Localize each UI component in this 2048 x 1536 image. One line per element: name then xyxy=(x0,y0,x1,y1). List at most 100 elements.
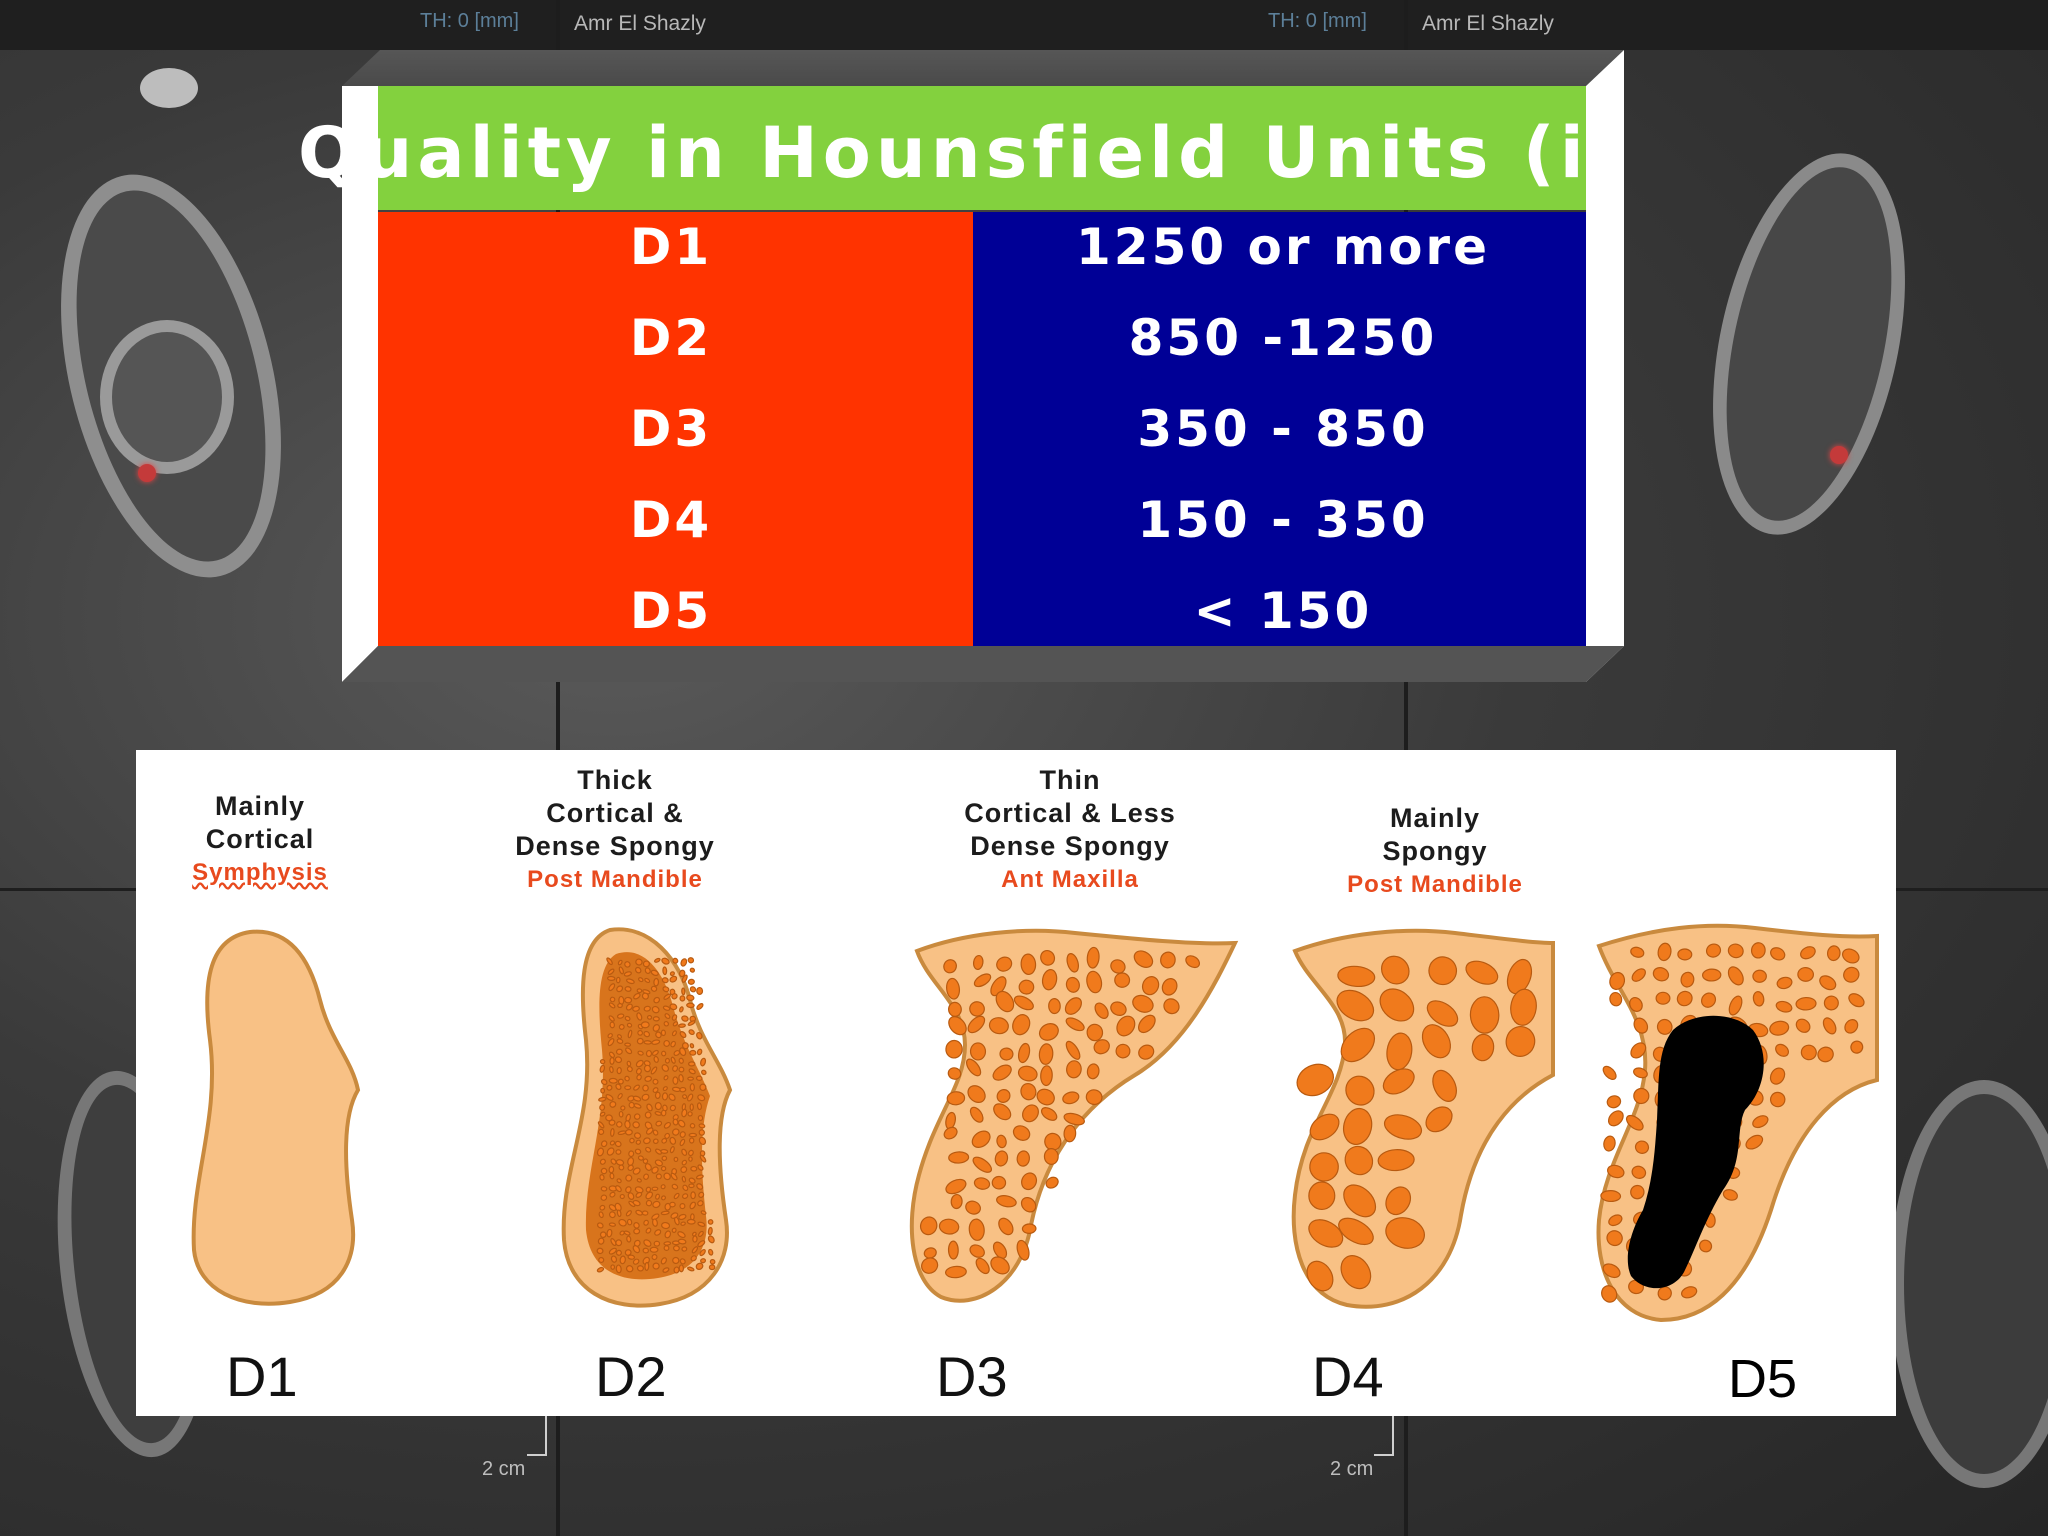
d2-pore xyxy=(652,1129,659,1136)
caption-d1: Mainly Cortical Symphysis xyxy=(150,790,370,889)
d3-pore xyxy=(1012,1014,1031,1036)
d2-pore xyxy=(617,1093,623,1100)
d2-pore xyxy=(610,1128,615,1137)
d3-pore xyxy=(1132,994,1154,1013)
d2-pore xyxy=(626,1060,632,1067)
d4-pore xyxy=(1344,1145,1374,1176)
d2-pore xyxy=(671,1014,678,1021)
d3-pore xyxy=(967,1015,986,1034)
d5-pore xyxy=(1629,997,1643,1013)
d2-pore xyxy=(678,1074,684,1083)
d5-pore xyxy=(1797,966,1815,982)
d2-pore xyxy=(689,986,697,993)
d3-pore xyxy=(1040,1107,1058,1121)
d2-pore xyxy=(679,1138,686,1147)
d3-pore xyxy=(1038,1023,1059,1041)
d3-pore xyxy=(996,1195,1017,1208)
d3-pore xyxy=(1085,1089,1103,1106)
bone-label-d1: D1 xyxy=(226,1345,298,1408)
d2-pore xyxy=(616,1178,622,1184)
d3-pore xyxy=(950,1193,963,1210)
d5-pore xyxy=(1701,968,1722,982)
d2-pore xyxy=(635,1191,643,1198)
caption-d3-line-2: Cortical & Less xyxy=(964,798,1176,828)
d2-pore xyxy=(618,1023,625,1030)
d2-pore xyxy=(636,1178,642,1183)
d3-pore xyxy=(919,1216,938,1236)
d2-pore xyxy=(686,1218,696,1225)
d2-pore xyxy=(689,1201,696,1210)
ct-marker-dot-1[interactable] xyxy=(138,464,156,482)
caption-d2-location: Post Mandible xyxy=(527,866,703,893)
d2-pore xyxy=(627,1164,634,1171)
d2-pore xyxy=(660,1257,667,1265)
d2-pore xyxy=(635,958,643,966)
d2-pore xyxy=(646,1014,653,1020)
d2-pore xyxy=(669,975,678,983)
d4-pore xyxy=(1308,1219,1344,1248)
d2-pore xyxy=(687,1061,696,1067)
d5-pore xyxy=(1630,1184,1645,1200)
d5-pore xyxy=(1630,946,1645,958)
d2-pore xyxy=(688,1029,695,1036)
d3-pore xyxy=(938,1218,960,1235)
d2-pore xyxy=(600,1078,608,1086)
d2-pore xyxy=(651,1186,659,1191)
d2-pore xyxy=(599,1204,606,1211)
ct-marker-dot-2[interactable] xyxy=(1830,446,1848,464)
d2-pore xyxy=(672,1256,680,1265)
d2-pore xyxy=(609,1140,616,1146)
d2-pore xyxy=(650,969,659,977)
d2-pore xyxy=(600,1140,608,1148)
d3-pore xyxy=(973,973,992,988)
d2-pore xyxy=(688,1132,698,1138)
caption-d2-line-2: Cortical & xyxy=(546,798,684,828)
d2-pore xyxy=(615,1185,622,1193)
d2-pore xyxy=(681,1015,689,1022)
d2-pore xyxy=(677,1119,686,1128)
d2-pore xyxy=(599,1158,606,1165)
d2-pore xyxy=(680,1221,686,1226)
d2-pore xyxy=(636,988,643,994)
d2-pore xyxy=(628,1150,635,1158)
density-code-d2: D2 xyxy=(629,309,713,367)
d2-pore xyxy=(672,1128,680,1136)
table-title-bar xyxy=(378,86,1586,210)
d3-pore xyxy=(1063,1112,1085,1126)
d3-pore xyxy=(965,1058,982,1077)
d5-pore xyxy=(1602,1065,1617,1080)
d2-pore xyxy=(600,1194,608,1201)
d3-pore xyxy=(968,1218,985,1241)
d2-pore xyxy=(688,1156,693,1162)
d3-pore xyxy=(1021,1223,1037,1234)
d2-pore xyxy=(688,1183,695,1189)
d2-pore xyxy=(607,1038,615,1047)
d2-pore xyxy=(596,1222,604,1229)
d2-pore xyxy=(687,978,695,985)
d2-pore xyxy=(618,1218,627,1227)
d2-pore xyxy=(700,1258,707,1264)
bone-label-d3: D3 xyxy=(936,1345,1008,1408)
d2-pore xyxy=(641,992,649,1000)
d2-pore xyxy=(653,957,661,963)
d2-pore xyxy=(627,1029,633,1039)
d4-pore xyxy=(1296,1063,1334,1097)
d5-pore xyxy=(1776,976,1793,990)
d3-pore xyxy=(947,1067,962,1080)
d2-pore xyxy=(644,1261,650,1271)
d5-pore xyxy=(1844,1019,1859,1034)
d2-pore xyxy=(633,1113,641,1120)
d2-pore xyxy=(615,1083,622,1091)
d2-pore xyxy=(606,957,613,966)
d2-pore xyxy=(624,1075,630,1082)
d2-pore xyxy=(671,1030,677,1037)
d2-pore xyxy=(679,995,686,1002)
d5-pore xyxy=(1657,942,1672,962)
d5-pore xyxy=(1752,969,1767,983)
d3-pore xyxy=(1041,969,1058,991)
d2-pore xyxy=(661,1155,668,1161)
d2-pore xyxy=(608,1002,616,1009)
d2-pore xyxy=(644,1111,652,1119)
d2-pore xyxy=(651,1254,658,1261)
d5-pore xyxy=(1609,991,1623,1007)
